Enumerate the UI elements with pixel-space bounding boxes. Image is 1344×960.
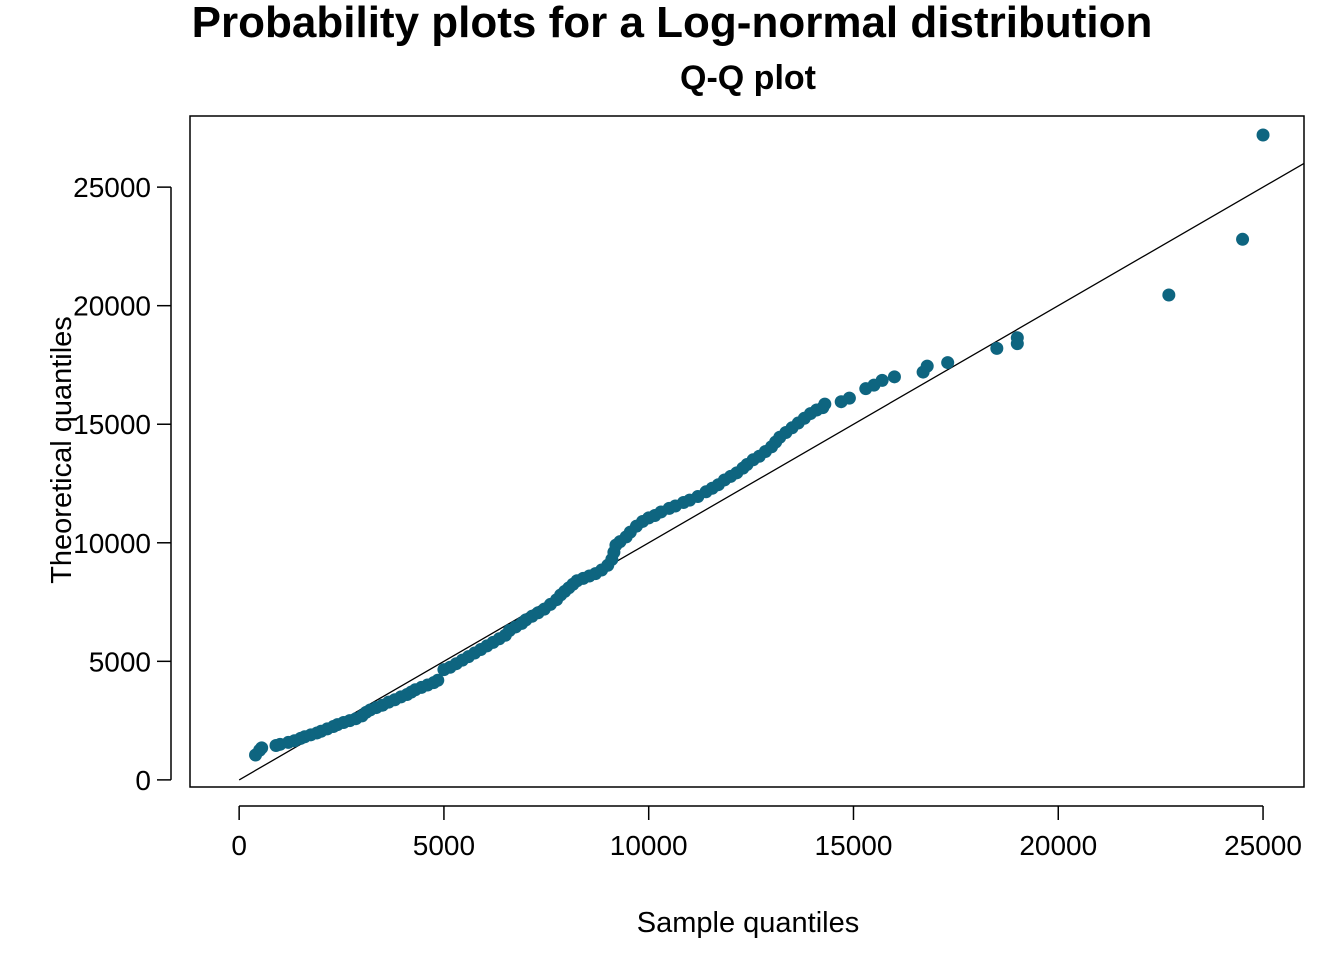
x-axis-label: Sample quantiles xyxy=(637,907,859,939)
reference-line xyxy=(238,162,1305,781)
x-tick-label: 0 xyxy=(231,830,247,861)
data-points-group xyxy=(249,128,1270,762)
chart-title: Q-Q plot xyxy=(680,59,816,97)
data-point xyxy=(920,359,934,373)
y-tick-label: 10000 xyxy=(73,528,151,559)
y-tick-label: 0 xyxy=(135,765,151,796)
data-point xyxy=(842,391,856,405)
x-tick-label: 10000 xyxy=(610,830,688,861)
data-point xyxy=(255,741,269,755)
data-point xyxy=(1162,288,1176,302)
y-tick-label: 20000 xyxy=(73,291,151,322)
data-point xyxy=(990,341,1004,355)
y-tick-label: 15000 xyxy=(73,409,151,440)
plot-area-frame xyxy=(189,115,1305,788)
data-point xyxy=(875,373,889,387)
x-tick-label: 20000 xyxy=(1019,830,1097,861)
figure-title: Probability plots for a Log-normal distr… xyxy=(192,0,1153,47)
x-tick-label: 15000 xyxy=(815,830,893,861)
y-tick-label: 25000 xyxy=(73,172,151,203)
data-point xyxy=(818,397,832,411)
x-tick-label: 25000 xyxy=(1224,830,1302,861)
data-point xyxy=(1256,128,1270,142)
data-point xyxy=(1010,331,1024,345)
data-point xyxy=(431,673,445,687)
data-point xyxy=(887,370,901,384)
data-point xyxy=(1236,232,1250,246)
reference-line-group xyxy=(238,162,1305,781)
x-tick-label: 5000 xyxy=(413,830,475,861)
y-tick-label: 5000 xyxy=(89,646,151,677)
axes-group: 0 5000 10000 15000 20000 25000 0 5000 10000 15000… xyxy=(73,172,1302,861)
data-point xyxy=(941,356,955,370)
y-axis-label: Theoretical quantiles xyxy=(46,316,78,584)
